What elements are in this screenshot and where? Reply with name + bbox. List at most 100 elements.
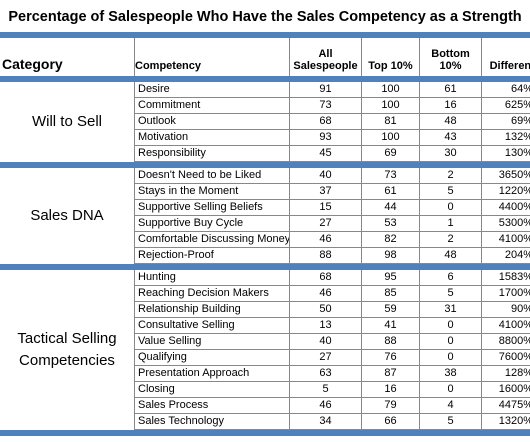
table-cell: Doesn't Need to be Liked xyxy=(135,168,290,184)
table-cell: 34 xyxy=(290,414,362,430)
table-cell: 128% xyxy=(482,366,530,382)
table-cell: 1320% xyxy=(482,414,530,430)
table-cell: 2 xyxy=(420,232,482,248)
table-cell: Consultative Selling xyxy=(135,318,290,334)
table-cell: 130% xyxy=(482,146,530,162)
table-cell: 4100% xyxy=(482,232,530,248)
table-cell: 69% xyxy=(482,114,530,130)
table-cell: 1700% xyxy=(482,286,530,302)
table-cell: 2 xyxy=(420,168,482,184)
table-cell: 100 xyxy=(362,98,420,114)
band xyxy=(0,264,530,270)
table-cell: 91 xyxy=(290,82,362,98)
table-cell: 61 xyxy=(362,184,420,200)
table-cell: Supportive Buy Cycle xyxy=(135,216,290,232)
table-cell: 27 xyxy=(290,216,362,232)
table-cell: 5 xyxy=(290,382,362,398)
table-cell: Desire xyxy=(135,82,290,98)
column-header: Bottom 10% xyxy=(420,38,482,76)
table-cell: 93 xyxy=(290,130,362,146)
table-cell: 50 xyxy=(290,302,362,318)
table-cell: 68 xyxy=(290,270,362,286)
table-cell: 1220% xyxy=(482,184,530,200)
table-cell: 90% xyxy=(482,302,530,318)
table-cell: Supportive Selling Beliefs xyxy=(135,200,290,216)
table-cell: 1583% xyxy=(482,270,530,286)
table-cell: 625% xyxy=(482,98,530,114)
table-cell: 100 xyxy=(362,82,420,98)
table-cell: Comfortable Discussing Money xyxy=(135,232,290,248)
table-cell: 46 xyxy=(290,286,362,302)
table-cell: 66 xyxy=(362,414,420,430)
table-cell: 98 xyxy=(362,248,420,264)
table-cell: 68 xyxy=(290,114,362,130)
table-cell: 79 xyxy=(362,398,420,414)
table-cell: 1 xyxy=(420,216,482,232)
table-cell: 40 xyxy=(290,334,362,350)
table-cell: 85 xyxy=(362,286,420,302)
table-cell: 48 xyxy=(420,248,482,264)
table-cell: Value Selling xyxy=(135,334,290,350)
table-cell: 95 xyxy=(362,270,420,286)
table-cell: 4 xyxy=(420,398,482,414)
table-cell: 81 xyxy=(362,114,420,130)
table-cell: Sales Technology xyxy=(135,414,290,430)
table-cell: 73 xyxy=(362,168,420,184)
table-cell: 15 xyxy=(290,200,362,216)
table-cell: 0 xyxy=(420,382,482,398)
table-cell: Sales Process xyxy=(135,398,290,414)
table-cell: Commitment xyxy=(135,98,290,114)
table-cell: 53 xyxy=(362,216,420,232)
table-cell: 43 xyxy=(420,130,482,146)
table-cell: 16 xyxy=(362,382,420,398)
column-header: Top 10% xyxy=(362,38,420,76)
table-cell: 27 xyxy=(290,350,362,366)
table-cell: Responsibility xyxy=(135,146,290,162)
band xyxy=(0,32,530,38)
table-cell: 44 xyxy=(362,200,420,216)
table-cell: Motivation xyxy=(135,130,290,146)
table-cell: 31 xyxy=(420,302,482,318)
column-header: Difference xyxy=(482,38,530,76)
table-cell: 87 xyxy=(362,366,420,382)
table-cell: 46 xyxy=(290,232,362,248)
table-cell: 3650% xyxy=(482,168,530,184)
table-cell: 41 xyxy=(362,318,420,334)
table-cell: 46 xyxy=(290,398,362,414)
table-cell: 132% xyxy=(482,130,530,146)
table-cell: 45 xyxy=(290,146,362,162)
table-cell: 88 xyxy=(362,334,420,350)
table-cell: 48 xyxy=(420,114,482,130)
table-cell: 38 xyxy=(420,366,482,382)
category-cell: Sales DNA xyxy=(0,168,135,264)
table-cell: Closing xyxy=(135,382,290,398)
table-cell: 64% xyxy=(482,82,530,98)
band xyxy=(0,162,530,168)
table-cell: Qualifying xyxy=(135,350,290,366)
table-cell: 88 xyxy=(290,248,362,264)
table-cell: Rejection-Proof xyxy=(135,248,290,264)
table-cell: 73 xyxy=(290,98,362,114)
column-header: Category xyxy=(0,38,135,76)
table-cell: 76 xyxy=(362,350,420,366)
table-cell: 4100% xyxy=(482,318,530,334)
table-cell: 204% xyxy=(482,248,530,264)
category-cell: Will to Sell xyxy=(0,82,135,162)
category-cell: Tactical Selling Competencies xyxy=(0,270,135,430)
table-cell: 5300% xyxy=(482,216,530,232)
table-cell: Reaching Decision Makers xyxy=(135,286,290,302)
table-cell: 0 xyxy=(420,334,482,350)
table-cell: 6 xyxy=(420,270,482,286)
band xyxy=(0,76,530,82)
table-cell: Hunting xyxy=(135,270,290,286)
table-cell: 0 xyxy=(420,350,482,366)
band xyxy=(0,430,530,436)
table-cell: 5 xyxy=(420,414,482,430)
table-cell: 8800% xyxy=(482,334,530,350)
table-cell: 82 xyxy=(362,232,420,248)
table-cell: 13 xyxy=(290,318,362,334)
table-cell: 30 xyxy=(420,146,482,162)
table-cell: 7600% xyxy=(482,350,530,366)
table-cell: 1600% xyxy=(482,382,530,398)
